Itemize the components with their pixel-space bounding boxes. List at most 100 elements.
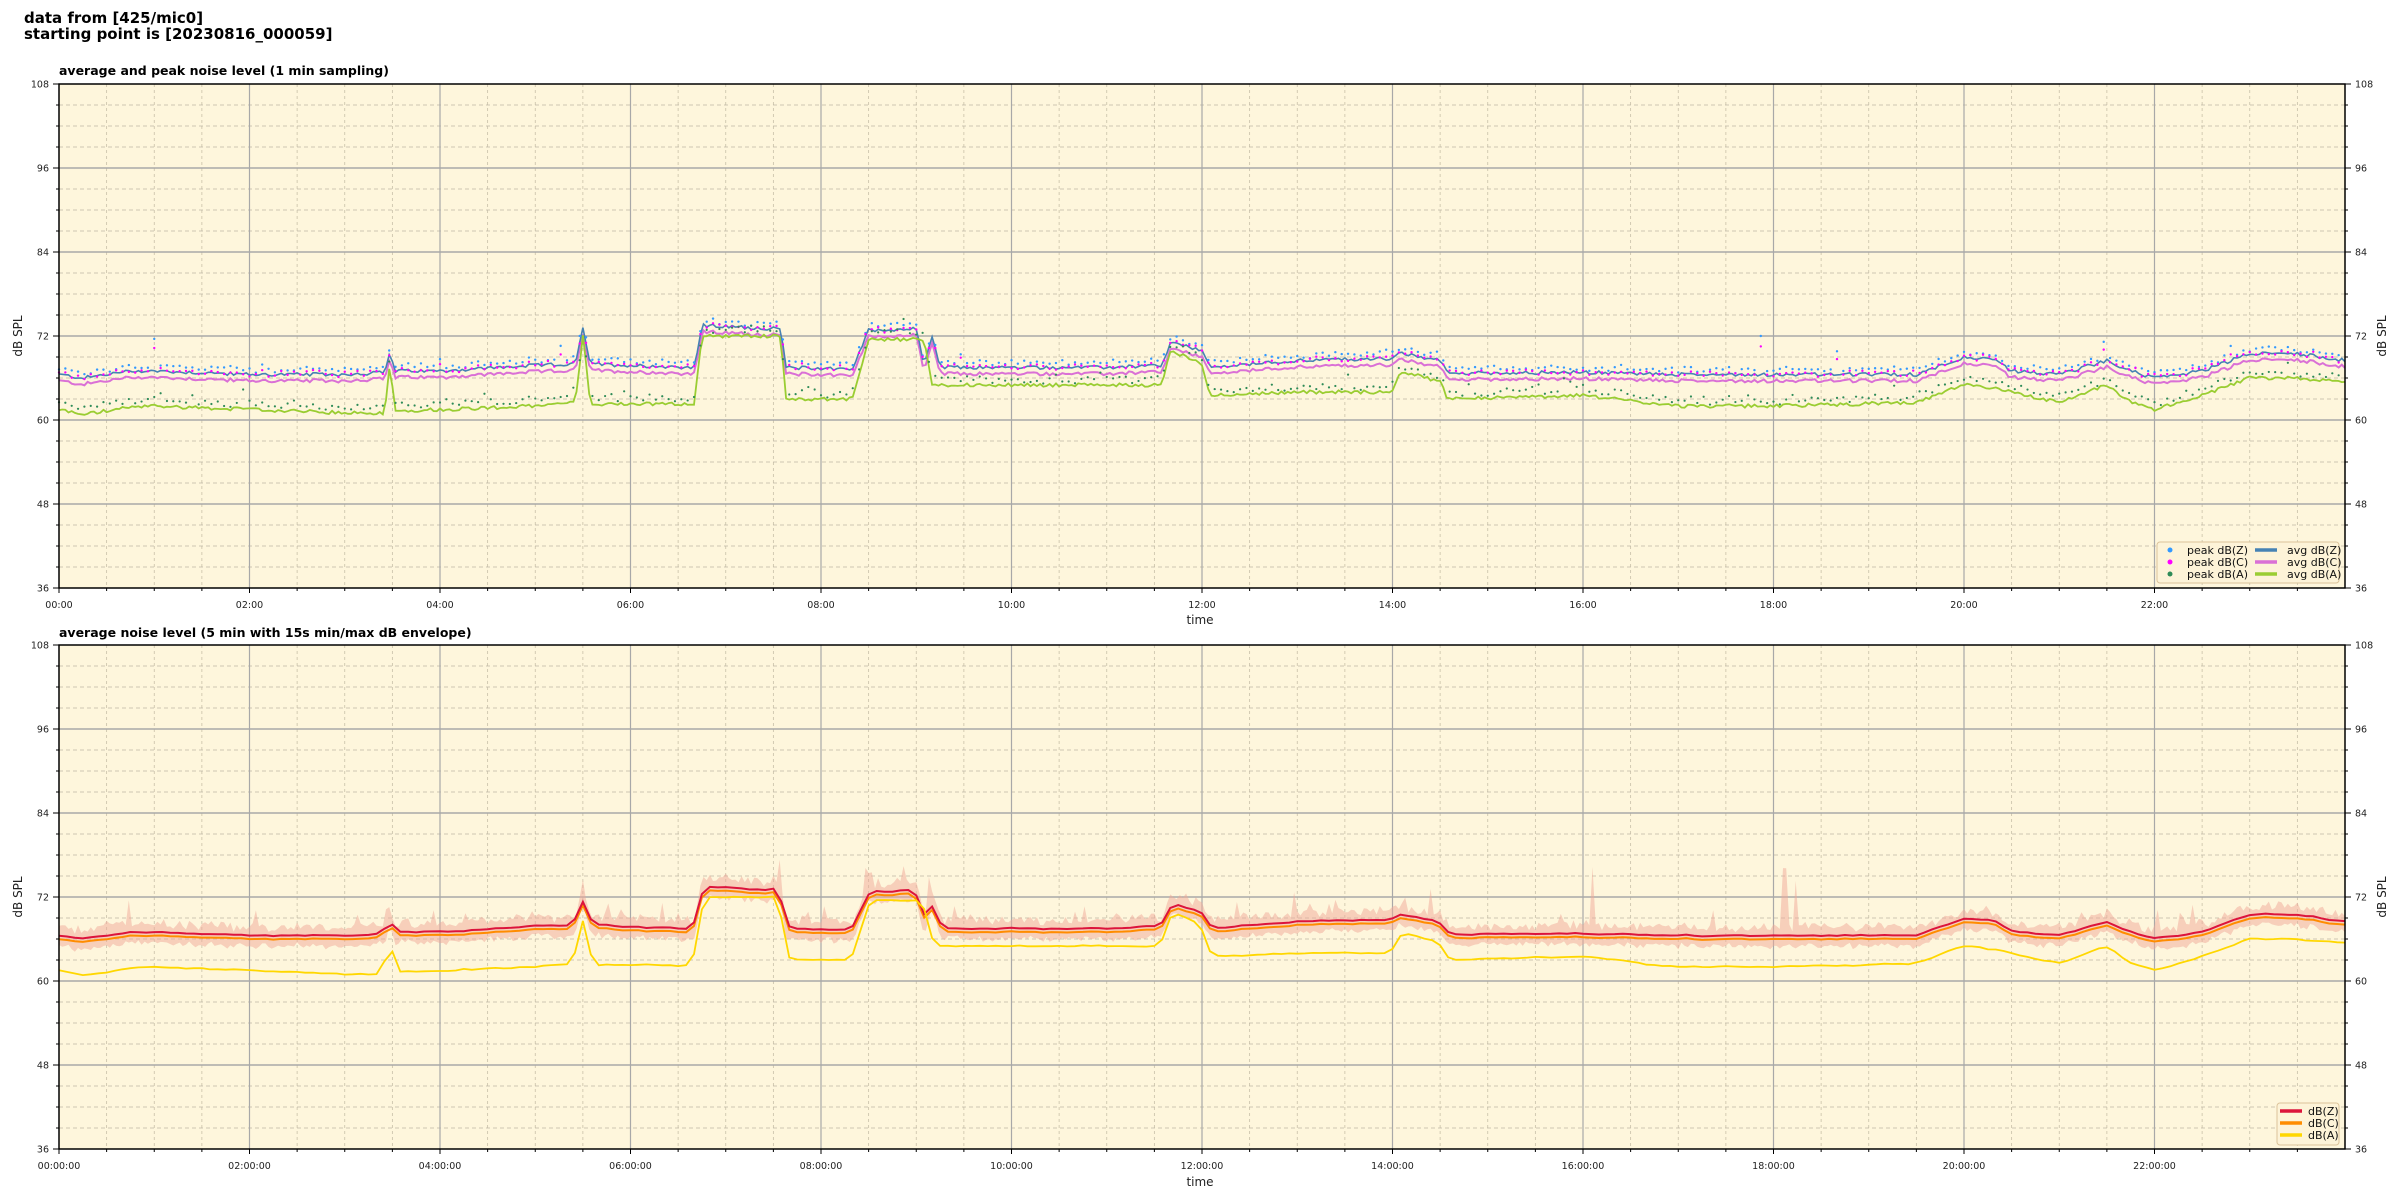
peak-dBZ-point	[1340, 352, 1343, 356]
legend-marker-1	[2167, 559, 2173, 565]
peak-dBA-point	[851, 387, 854, 390]
peak-dBA-point	[2064, 391, 2067, 394]
peak-dBC-point	[781, 343, 785, 346]
peak-dBA-point	[724, 328, 727, 331]
peak-dBA-point	[191, 394, 194, 397]
peak-dBC-point	[2051, 370, 2055, 373]
peak-dBC-point	[1689, 370, 1693, 373]
peak-dBZ-point	[1880, 367, 1883, 370]
peak-dBC-point	[178, 370, 181, 373]
peak-dBA-point	[1029, 380, 1032, 384]
peak-dBA-point	[788, 393, 791, 396]
peak-dBZ-point	[1384, 348, 1388, 351]
peak-dBC-point	[1969, 353, 1972, 357]
peak-dBC-point	[1892, 369, 1896, 373]
peak-dBA-point	[642, 399, 645, 402]
peak-dBZ-point	[400, 364, 404, 367]
peak-dBZ-point	[826, 360, 829, 364]
peak-dBC-point	[1200, 349, 1204, 352]
legend-marker-0	[2167, 547, 2173, 553]
peak-dBC-point	[1702, 374, 1705, 377]
peak-dBC-point	[1207, 361, 1210, 364]
peak-dBZ-point	[2254, 347, 2258, 350]
peak-dBC-point	[1607, 373, 1610, 376]
peak-dBZ-point	[1867, 367, 1870, 371]
peak-dBC-point	[2286, 351, 2290, 354]
peak-dBZ-point	[1702, 370, 1705, 373]
peak-dBZ-point	[1931, 362, 1934, 366]
peak-dBA-point	[2153, 401, 2156, 404]
peak-dBA-point	[1613, 388, 1616, 391]
peak-dBC-point	[381, 372, 385, 376]
peak-dBA-point	[184, 401, 188, 404]
peak-dBA-point	[1334, 384, 1337, 388]
peak-dBZ-point	[2312, 348, 2315, 351]
peak-dBZ-point	[1048, 362, 1051, 365]
peak-dBA-point	[83, 405, 86, 408]
peak-dBA-point	[597, 398, 600, 402]
peak-dBZ-point	[216, 366, 219, 369]
peak-dBC-point	[108, 373, 112, 376]
peak-dBA-point	[470, 400, 473, 403]
peak-dBA-point	[400, 401, 403, 404]
peak-dBC-point	[1480, 369, 1483, 372]
peak-dBC-point	[800, 362, 804, 365]
peak-dBZ-point	[2172, 368, 2175, 372]
peak-dBZ-point	[781, 338, 785, 341]
peak-dBA-point	[1404, 368, 1407, 371]
peak-dBZ-point	[502, 361, 505, 365]
peak-dBC-point	[851, 368, 854, 371]
avg-dBC-line	[58, 328, 2346, 387]
peak-dBC-point	[1531, 369, 1534, 373]
peak-dBA-point	[819, 394, 823, 397]
legend-label: dB(C)	[2308, 1117, 2339, 1130]
peak-dBA-point	[1124, 375, 1127, 378]
peak-dBC-point	[2229, 353, 2232, 356]
peak-dBC-point	[1124, 367, 1128, 370]
peak-dBC-point	[1111, 365, 1115, 369]
peak-dBA-point	[1143, 377, 1146, 380]
peak-dBC-point	[2089, 361, 2093, 364]
peak-dBA-point	[1239, 388, 1242, 391]
plot-frame	[58, 83, 2346, 589]
peak-dBC-point	[1391, 354, 1394, 357]
peak-dBZ-point	[438, 357, 442, 361]
peak-dBC-point	[1162, 359, 1166, 362]
x-tick-label: 14:00:00	[1371, 1161, 1414, 1172]
peak-dBA-point	[1689, 395, 1693, 398]
peak-dBC-point	[267, 375, 270, 378]
peak-dBC-point	[711, 322, 715, 325]
peak-dBZ-point	[1035, 360, 1039, 363]
peak-dBC-point	[457, 370, 461, 374]
peak-dBA-point	[762, 325, 765, 328]
peak-dBZ-point	[362, 368, 365, 371]
peak-dBA-point	[248, 399, 251, 402]
peak-dBA-point	[978, 375, 981, 378]
peak-dBZ-point	[1632, 368, 1636, 371]
peak-dBC-point	[2204, 367, 2207, 370]
peak-dBZ-point	[896, 321, 899, 325]
peak-dBA-point	[483, 392, 486, 395]
peak-dBA-point	[991, 381, 994, 384]
peak-dBZ-point	[1054, 361, 1058, 365]
peak-dBC-point	[1842, 373, 1845, 376]
peak-dBC-point	[1499, 372, 1502, 376]
peak-dBC-point	[2324, 355, 2328, 358]
peak-dBZ-point	[940, 361, 943, 364]
peak-dBZ-point	[1378, 350, 1382, 353]
peak-dBA-point	[1416, 368, 1419, 371]
peak-dBA-point	[1327, 386, 1331, 389]
peak-dBA-point	[1188, 351, 1191, 355]
peak-dBC-point	[2013, 367, 2017, 370]
peak-dBA-point	[1131, 381, 1134, 385]
peak-dBZ-point	[851, 363, 854, 367]
peak-dBZ-point	[1016, 362, 1020, 365]
peak-dBZ-point	[305, 365, 308, 369]
peak-dBC-point	[1238, 362, 1242, 365]
peak-dBA-point	[2178, 396, 2181, 399]
peak-dBA-point	[127, 397, 130, 401]
y-tick-label-right: 60	[2355, 416, 2367, 427]
peak-dBA-point	[1512, 389, 1515, 392]
x-tick-label: 22:00:00	[2133, 1161, 2176, 1172]
peak-dBZ-point	[1861, 367, 1864, 370]
